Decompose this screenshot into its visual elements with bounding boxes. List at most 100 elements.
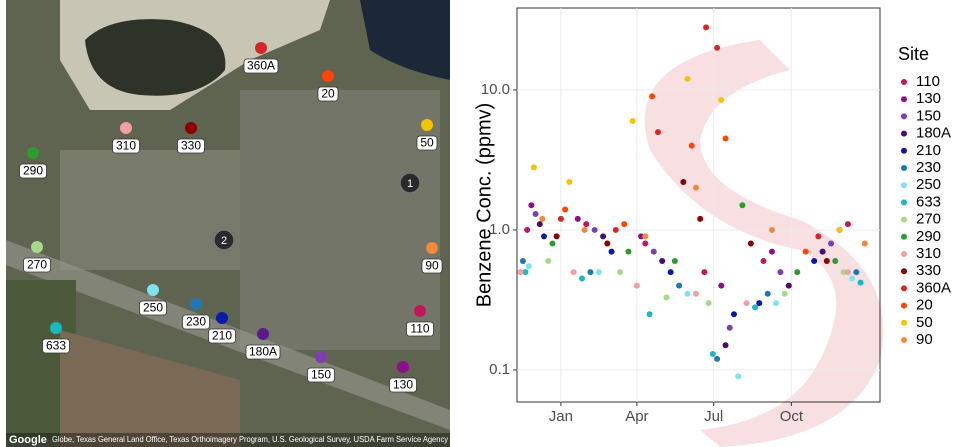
data-point [731,311,737,317]
site-marker [216,312,228,324]
data-point [642,241,648,247]
site-label: 270 [27,258,47,272]
legend-swatch [901,337,907,343]
site-marker [421,119,433,131]
legend-swatch [901,113,907,119]
map-plant [60,150,240,270]
legend-label: 110 [916,73,940,90]
site-label: 330 [181,139,201,153]
data-point [786,283,792,289]
data-point [604,241,610,247]
legend-label: 360A [916,279,951,296]
site-marker [27,147,39,159]
site-marker [322,70,334,82]
legend-label: 210 [916,142,941,159]
data-point [524,227,530,233]
site-label: 210 [212,329,232,343]
site-label: 150 [311,368,331,382]
data-point [828,241,834,247]
site-marker [50,322,62,334]
data-point [621,221,627,227]
site-marker [120,122,132,134]
data-point [718,283,724,289]
site-marker [397,361,409,373]
data-point [735,373,741,379]
data-point [672,258,678,264]
legend-swatch [901,148,907,154]
legend-label: 150 [916,107,941,124]
watermark [645,40,884,447]
legend-swatch [901,182,907,188]
legend-swatch [901,165,907,171]
site-label: 290 [23,164,43,178]
numbered-marker-label: 2 [221,235,227,247]
legend-swatch [901,303,907,309]
legend-swatch [901,234,907,240]
legend-swatch [901,251,907,257]
data-point [803,249,809,255]
data-point [592,227,598,233]
data-point [575,216,581,222]
data-point [752,304,758,310]
data-point [718,97,724,103]
data-point [703,24,709,30]
data-point [723,135,729,141]
data-point [545,258,551,264]
y-tick-label: 0.1 [489,361,510,378]
data-point [744,300,750,306]
data-point [558,216,564,222]
data-point [571,269,577,275]
data-point [554,233,560,239]
legend-swatch [901,96,907,102]
data-point [701,269,707,275]
data-point [582,227,588,233]
legend-swatch [901,285,907,291]
data-point [596,269,602,275]
data-point [566,179,572,185]
data-point [782,291,788,297]
data-point [685,291,691,297]
data-point [706,300,712,306]
data-point [794,269,800,275]
data-point [710,351,716,357]
legend-label: 90 [916,331,933,348]
data-point [520,258,526,264]
data-point [769,249,775,255]
data-point [517,269,523,275]
site-marker [147,284,159,296]
x-tick-label: Jul [704,408,723,425]
site-label: 230 [186,315,206,329]
data-point [714,356,720,362]
numbered-marker-label: 1 [407,178,413,190]
data-point [727,325,733,331]
data-point [609,249,615,255]
data-point [845,269,851,275]
legend-title: Site [898,44,929,64]
data-point [647,311,653,317]
data-point [539,216,545,222]
data-point [689,143,695,149]
map: Google Globe, Texas General Land Office,… [6,0,450,447]
data-point [533,211,539,217]
data-point [649,93,655,99]
site-marker [315,351,327,363]
data-point [531,164,537,170]
legend-label: 50 [916,314,933,331]
data-point [676,283,682,289]
site-label: 310 [116,139,136,153]
data-point [714,45,720,51]
data-point [773,300,779,306]
data-point [651,249,657,255]
data-point [849,275,855,281]
data-point [815,233,821,239]
y-tick-label: 1.0 [489,221,510,238]
data-point [587,269,593,275]
x-tick-label: Jan [549,408,573,425]
data-point [853,269,859,275]
data-point [748,241,754,247]
legend-label: 230 [916,159,941,176]
site-label: 20 [321,87,335,101]
data-point [832,258,838,264]
site-marker [190,298,202,310]
data-point [693,291,699,297]
